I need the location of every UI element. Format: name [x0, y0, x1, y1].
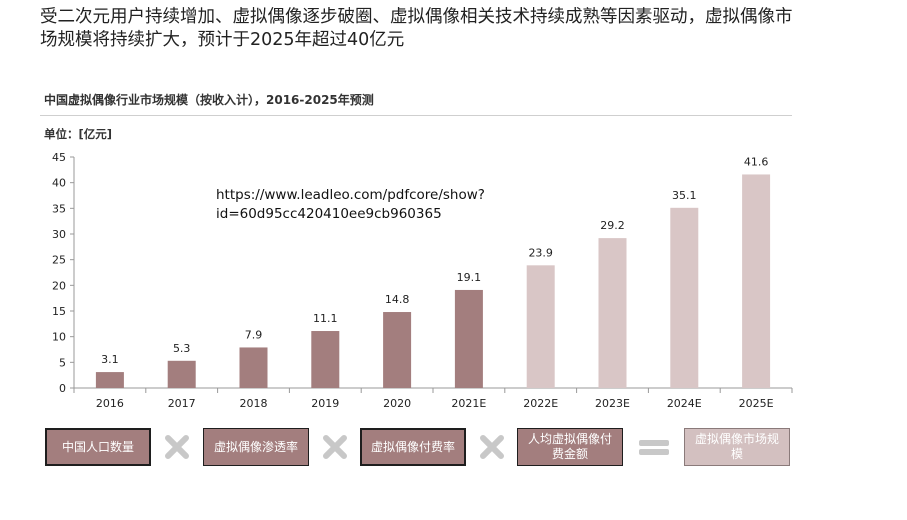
x-tick-label-2020: 2020 [383, 397, 411, 410]
formula-item-penetration-rate: 虚拟偶像渗透率 [203, 428, 309, 466]
data-label-2018: 7.9 [245, 328, 263, 341]
y-tick-label: 40 [52, 177, 66, 190]
data-label-2019: 11.1 [313, 312, 338, 325]
y-tick-label: 20 [52, 279, 66, 292]
bar-2016 [95, 372, 124, 388]
bar-2022E [526, 265, 555, 388]
multiply-icon [480, 435, 504, 459]
y-tick-label: 25 [52, 254, 66, 267]
x-tick-label-2024E: 2024E [667, 397, 702, 410]
data-labels: 3.1 5.3 7.9 11.1 14.8 19.1 23.9 29.2 35.1 41.6 [101, 155, 768, 366]
bar-2019 [311, 331, 340, 388]
bar-2021E [454, 289, 483, 388]
bar-2018 [239, 347, 268, 388]
unit-label: 单位：[亿元] [44, 127, 113, 141]
formula-item-paying-rate: 虚拟偶像付费率 [360, 428, 466, 466]
y-tick-label: 15 [52, 305, 66, 318]
formula-item-population: 中国人口数量 [45, 428, 151, 466]
formula-item-market-size: 虚拟偶像市场规模 [684, 428, 790, 466]
y-tick-label: 5 [59, 356, 66, 369]
x-tick-label-2016: 2016 [96, 397, 124, 410]
y-tick-label: 30 [52, 228, 66, 241]
title-divider [40, 115, 792, 116]
x-axis: 2016 2017 2018 2019 2020 2021E 2022E 2023E 2024E… [73, 387, 793, 410]
chart-title: 中国虚拟偶像行业市场规模（按收入计），2016-2025年预测 [44, 93, 374, 107]
bar-2023E [598, 238, 627, 388]
multiply-icon [165, 435, 189, 459]
formula-item-per-capita-spend: 人均虚拟偶像付费金额 [517, 428, 623, 466]
y-tick-label: 45 [52, 151, 66, 164]
data-label-2016: 3.1 [101, 353, 119, 366]
bar-2025E [742, 174, 771, 388]
bars [95, 174, 771, 388]
source-url-text: https://www.leadleo.com/pdfcore/show?id=… [216, 187, 485, 222]
data-label-2021E: 19.1 [457, 271, 482, 284]
x-tick-label-2025E: 2025E [739, 397, 774, 410]
bar-2020 [383, 312, 412, 388]
y-tick-label: 10 [52, 331, 66, 344]
data-label-2024E: 35.1 [672, 189, 697, 202]
bar-2017 [167, 360, 196, 388]
x-tick-label-2023E: 2023E [595, 397, 630, 410]
y-tick-label: 35 [52, 202, 66, 215]
bar-2024E [670, 207, 699, 388]
x-tick-label-2022E: 2022E [523, 397, 558, 410]
data-label-2020: 14.8 [385, 293, 410, 306]
x-tick-label-2019: 2019 [311, 397, 339, 410]
x-tick-label-2018: 2018 [240, 397, 268, 410]
page-headline: 受二次元用户持续增加、虚拟偶像逐步破圈、虚拟偶像相关技术持续成熟等因素驱动，虚拟… [40, 7, 793, 50]
multiply-icon [323, 435, 347, 459]
x-tick-label-2017: 2017 [168, 397, 196, 410]
y-axis: 0 5 10 15 20 25 30 35 40 45 [52, 151, 75, 395]
x-tick-label-2021E: 2021E [451, 397, 486, 410]
data-label-2025E: 41.6 [744, 155, 769, 168]
y-tick-label: 0 [59, 382, 66, 395]
equals-icon [639, 440, 669, 455]
data-label-2023E: 29.2 [600, 219, 625, 232]
data-label-2022E: 23.9 [528, 246, 553, 259]
data-label-2017: 5.3 [173, 342, 191, 355]
